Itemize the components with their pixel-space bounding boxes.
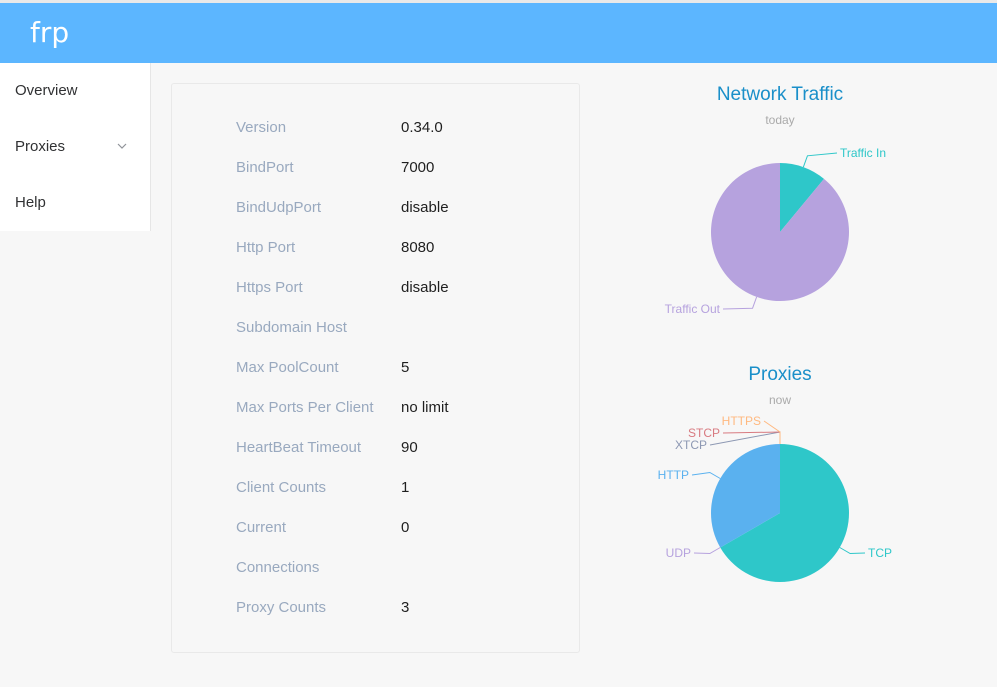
proxies-chart-subtitle: now [768, 393, 791, 407]
pie-label-line [722, 296, 758, 310]
pie-label-line [693, 547, 721, 555]
pie-label-traffic-out: Traffic Out [665, 302, 721, 316]
sidebar-item-label: Help [15, 194, 46, 211]
info-value: disable [401, 279, 449, 296]
pie-label-traffic-in: Traffic In [840, 146, 886, 160]
info-label: Https Port [236, 279, 303, 296]
sidebar-item-proxies[interactable]: Proxies [0, 119, 150, 175]
server-info-card: Version 0.34.0 BindPort 7000 BindUdpPort… [171, 83, 580, 653]
chevron-down-icon [117, 143, 127, 149]
info-label: Proxy Counts [236, 599, 327, 616]
sidebar-item-help[interactable]: Help [0, 175, 150, 231]
info-label: Version [236, 119, 287, 136]
info-value: 0.34.0 [401, 119, 443, 136]
pie-label-tcp: TCP [868, 546, 892, 560]
info-value: no limit [401, 399, 449, 416]
info-value: 7000 [401, 159, 435, 176]
pie-slice-traffic-out[interactable] [711, 163, 849, 301]
sidebar-item-overview[interactable]: Overview [0, 63, 150, 119]
info-value: disable [401, 199, 449, 216]
pie-slice-http[interactable] [711, 444, 780, 548]
traffic-pie-chart: Traffic In Traffic Out [665, 146, 886, 316]
top-header: frp [0, 0, 997, 63]
info-value: 1 [401, 479, 410, 496]
pie-label-line [763, 420, 781, 444]
info-value: 5 [401, 359, 410, 376]
pie-label-http: HTTP [658, 468, 689, 482]
info-label: Max Ports Per Client [236, 399, 374, 416]
traffic-chart-subtitle: today [765, 113, 795, 127]
pie-label-https: HTTPS [722, 414, 761, 428]
info-label: Client Counts [236, 479, 327, 496]
info-label: BindPort [236, 159, 294, 176]
pie-label-line [839, 547, 866, 555]
info-value: 8080 [401, 239, 435, 256]
pie-slice-tcp[interactable] [720, 444, 849, 582]
pie-slice-traffic-in[interactable] [780, 163, 824, 232]
info-label: Subdomain Host [236, 319, 347, 336]
pie-label-line [691, 471, 721, 479]
sidebar-menu: Overview Proxies Help [0, 63, 151, 231]
info-value: 0 [401, 519, 410, 536]
pie-label-line [802, 152, 838, 168]
sidebar-item-label: Proxies [15, 138, 66, 155]
traffic-chart-title: Network Traffic [716, 84, 844, 105]
info-value: 3 [401, 599, 410, 616]
info-label: Current [236, 519, 287, 536]
pie-label-stcp: STCP [688, 426, 720, 440]
info-value: 90 [401, 439, 418, 456]
info-label: Max PoolCount [236, 359, 339, 376]
proxies-chart-title: Proxies [748, 364, 812, 385]
brand-logo[interactable]: frp [30, 16, 70, 49]
info-label: Http Port [236, 239, 296, 256]
sidebar-item-label: Overview [15, 82, 78, 99]
info-label: BindUdpPort [236, 199, 322, 216]
info-label: HeartBeat Timeout [236, 439, 362, 456]
info-label: Connections [236, 559, 320, 576]
pie-label-udp: UDP [666, 546, 691, 560]
pie-label-xtcp: XTCP [675, 438, 707, 452]
pie-label-line [709, 431, 781, 446]
